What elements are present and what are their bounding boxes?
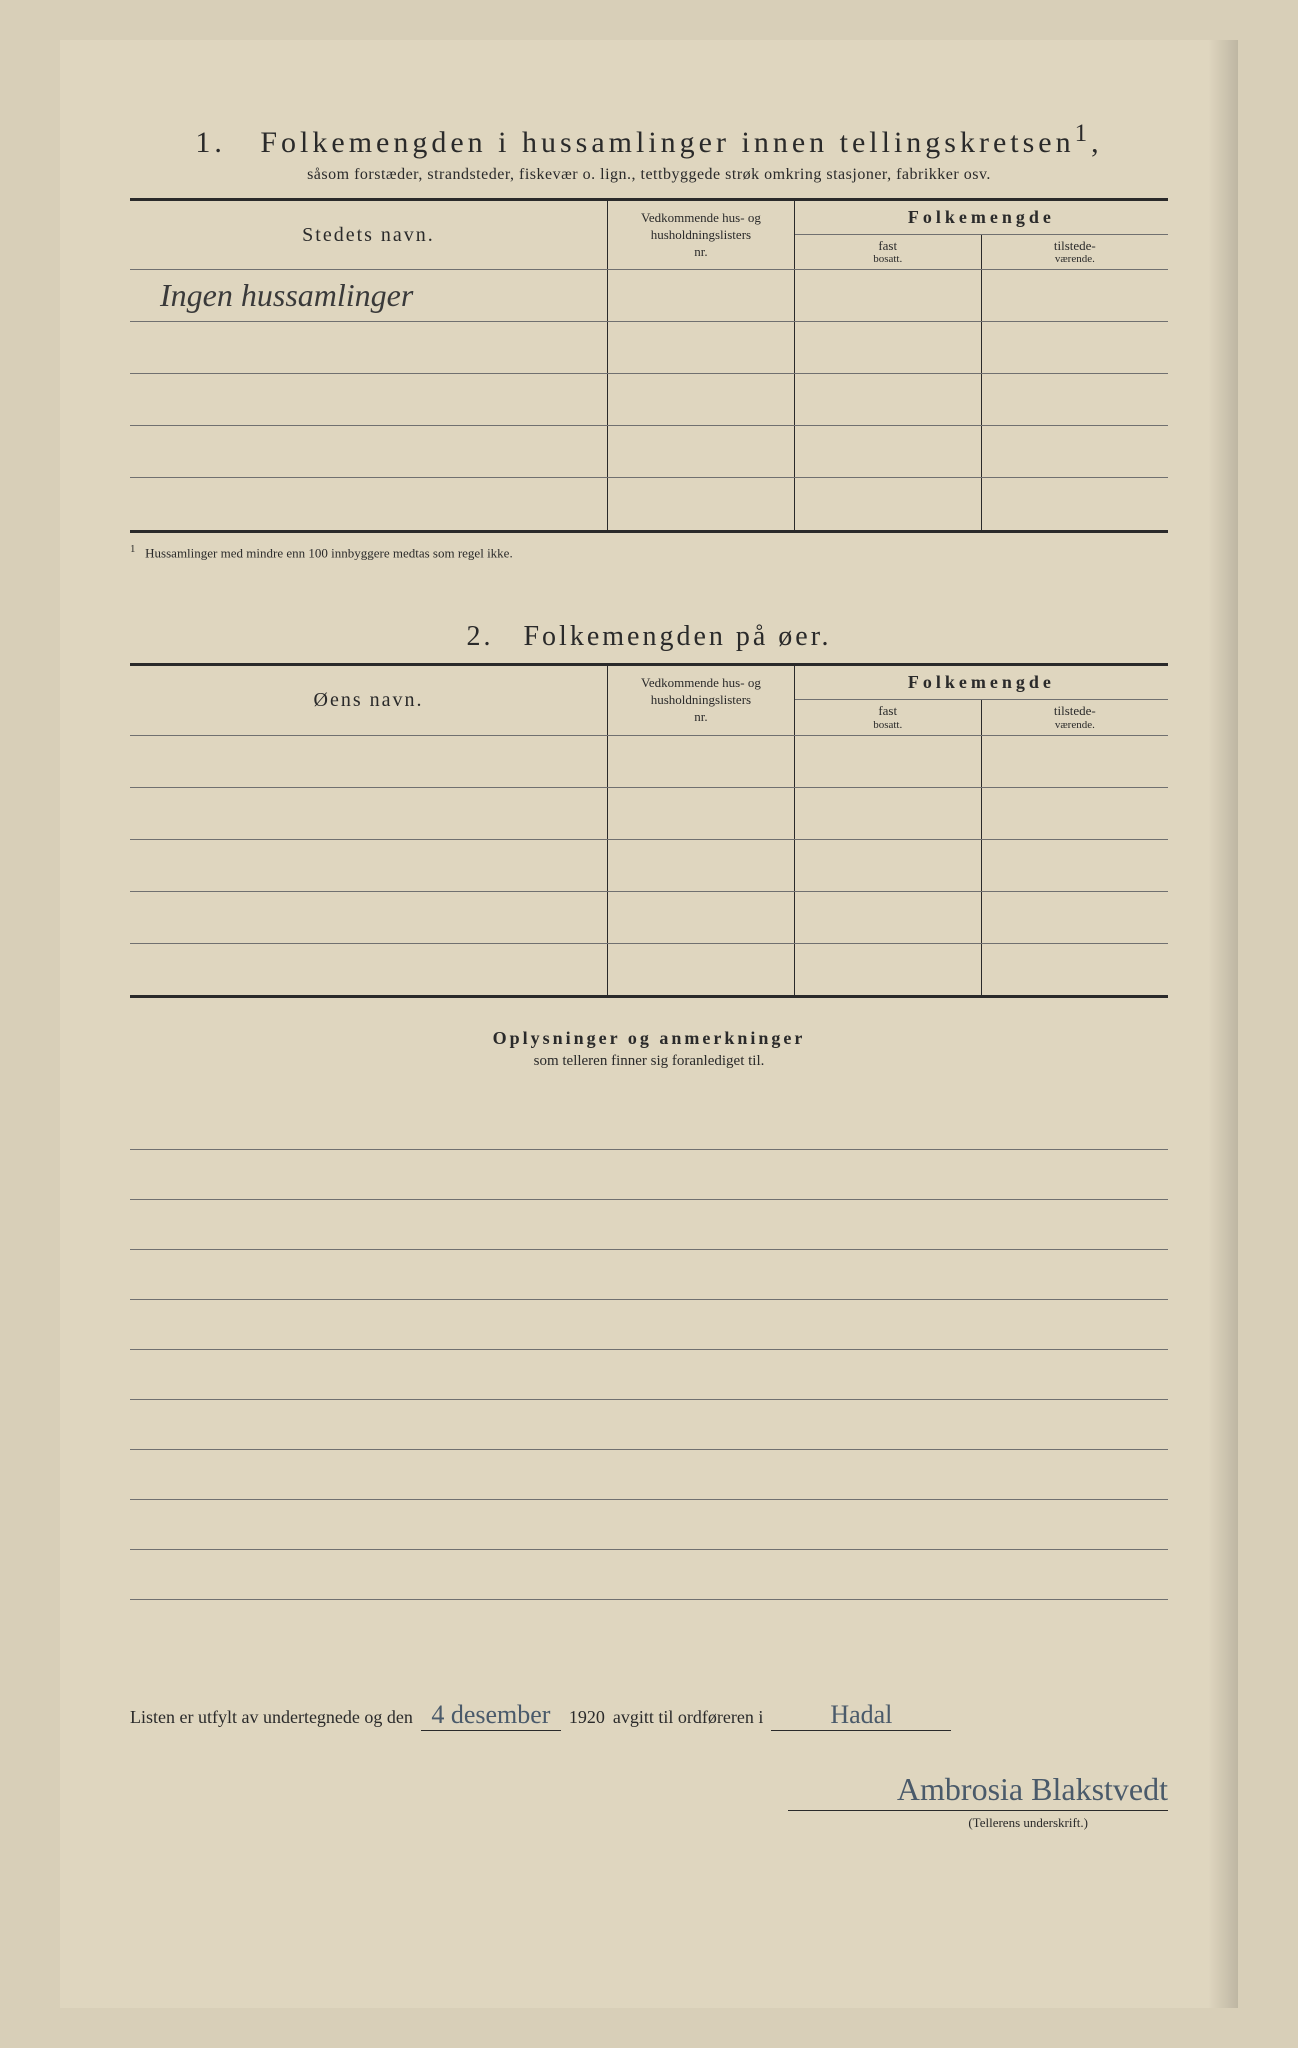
section1-body: Ingen hussamlinger — [130, 270, 1168, 530]
section1-table: Stedets navn. Vedkommende hus- og hushol… — [130, 201, 1168, 530]
section1-title: 1. Folkemengden i hussamlinger innen tel… — [130, 120, 1168, 160]
ruled-line — [130, 1200, 1168, 1250]
table-row — [130, 478, 1168, 530]
notes-subtitle: som telleren finner sig foranlediget til… — [130, 1053, 1168, 1070]
section2-body — [130, 735, 1168, 995]
declaration-prefix: Listen er utfylt av undertegnede og den — [130, 1707, 413, 1728]
declaration-year: 1920 — [569, 1707, 605, 1728]
col-subheader-tilstede: tilstede- værende. — [981, 235, 1168, 270]
section2-table: Øens navn. Vedkommende hus- og husholdni… — [130, 666, 1168, 995]
col-header-folk: Folkemengde — [794, 201, 1168, 235]
signature-caption: (Tellerens underskrift.) — [130, 1815, 1168, 1831]
ruled-line — [130, 1300, 1168, 1350]
page-shadow — [1208, 40, 1238, 2008]
col-header-name: Øens navn. — [130, 666, 607, 735]
col-header-folk: Folkemengde — [794, 666, 1168, 700]
section2-title: 2. Folkemengden på øer. — [130, 621, 1168, 653]
notes-title: Oplysninger og anmerkninger — [130, 1028, 1168, 1049]
col-header-mid: Vedkommende hus- og husholdningslisters … — [607, 666, 794, 735]
table-row — [130, 374, 1168, 426]
table-row — [130, 426, 1168, 478]
ruled-line — [130, 1100, 1168, 1150]
col-header-mid: Vedkommende hus- og husholdningslisters … — [607, 201, 794, 270]
cell-fast — [794, 270, 981, 322]
declaration-middle: avgitt til ordføreren i — [613, 1707, 763, 1728]
signature-block: Ambrosia Blakstvedt (Tellerens underskri… — [130, 1771, 1168, 1831]
table-row — [130, 735, 1168, 787]
ruled-line — [130, 1250, 1168, 1300]
ruled-line — [130, 1400, 1168, 1450]
ruled-line — [130, 1350, 1168, 1400]
col-header-name: Stedets navn. — [130, 201, 607, 270]
notes-header: Oplysninger og anmerkninger som telleren… — [130, 1028, 1168, 1070]
census-form-page: 1. Folkemengden i hussamlinger innen tel… — [60, 40, 1238, 2008]
section1-sup: 1 — [1075, 120, 1092, 147]
section1-heading: Folkemengden i hussamlinger innen tellin… — [260, 126, 1074, 159]
signature-field: Ambrosia Blakstvedt — [788, 1771, 1168, 1811]
section1-bottom-rule — [130, 530, 1168, 533]
date-field: 4 desember — [421, 1700, 561, 1731]
ruled-line — [130, 1500, 1168, 1550]
cell-name: Ingen hussamlinger — [130, 270, 607, 322]
section2-bottom-rule — [130, 995, 1168, 998]
ruled-line — [130, 1550, 1168, 1600]
section2-heading: Folkemengden på øer. — [523, 621, 831, 652]
col-subheader-fast: fast bosatt. — [794, 700, 981, 735]
table-row: Ingen hussamlinger — [130, 270, 1168, 322]
section1-subtitle: såsom forstæder, strandsteder, fiskevær … — [130, 166, 1168, 184]
section2-number: 2. — [466, 621, 493, 652]
table-row — [130, 839, 1168, 891]
place-field: Hadal — [771, 1700, 951, 1731]
col-subheader-fast: fast bosatt. — [794, 235, 981, 270]
section1-number: 1. — [195, 126, 226, 159]
cell-mid — [607, 270, 794, 322]
section1-footnote: 1 Hussamlinger med mindre enn 100 innbyg… — [130, 543, 1168, 561]
table-row — [130, 943, 1168, 995]
ruled-line — [130, 1150, 1168, 1200]
ruled-line — [130, 1450, 1168, 1500]
table-row — [130, 787, 1168, 839]
declaration-line: Listen er utfylt av undertegnede og den … — [130, 1700, 1168, 1731]
notes-lines — [130, 1100, 1168, 1600]
cell-tilstede — [981, 270, 1168, 322]
table-row — [130, 891, 1168, 943]
col-subheader-tilstede: tilstede- værende. — [981, 700, 1168, 735]
table-row — [130, 322, 1168, 374]
